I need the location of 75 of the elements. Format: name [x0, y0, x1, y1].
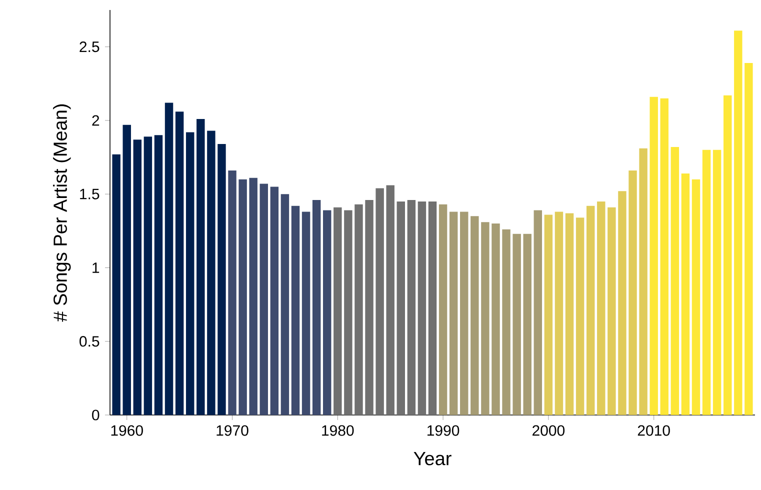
bar: [154, 135, 163, 415]
x-tick-label: 2010: [638, 425, 670, 436]
bar: [492, 224, 500, 415]
bar: [702, 150, 711, 415]
bar: [565, 213, 574, 415]
bar: [534, 210, 542, 415]
bar: [164, 102, 174, 415]
bar: [586, 206, 595, 415]
y-tick-label: 0.5: [80, 336, 100, 347]
bar: [218, 144, 226, 415]
bar: [639, 148, 648, 415]
x-tick-label: 1990: [428, 425, 460, 436]
bar: [407, 200, 416, 415]
bar: [249, 178, 258, 415]
bar: [724, 95, 732, 415]
bar: [650, 96, 658, 415]
bar: [334, 207, 342, 415]
bar: [470, 216, 479, 415]
bar: [460, 212, 468, 415]
y-axis-title: # Songs Per Artist (Mean): [53, 104, 71, 322]
bar: [712, 150, 722, 415]
bar: [523, 234, 532, 415]
y-tick-label: 1.5: [80, 188, 100, 200]
bar: [323, 210, 332, 415]
x-tick-label: 2000: [532, 425, 565, 436]
bar: [354, 204, 363, 415]
bar: [502, 229, 510, 415]
bar: [133, 140, 142, 415]
y-tick-label: 2.5: [80, 42, 100, 52]
bar: [438, 204, 448, 415]
bar: [260, 184, 268, 415]
bar: [396, 201, 405, 415]
bar: [280, 194, 290, 415]
bar: [365, 200, 374, 415]
x-tick-label: 1960: [111, 425, 143, 436]
bar: [608, 207, 616, 415]
bar: [512, 234, 521, 415]
bar: [386, 185, 394, 415]
x-axis-title: Year: [414, 452, 452, 466]
bar: [681, 173, 690, 415]
bar: [112, 154, 120, 415]
bar: [744, 63, 753, 415]
bar: [186, 132, 194, 415]
bar: [734, 30, 742, 415]
bar: [207, 130, 216, 415]
x-tick-label: 1980: [322, 425, 354, 436]
bar: [238, 179, 247, 415]
bar: [660, 98, 668, 415]
y-tick-label: 1: [92, 262, 100, 273]
bar: [418, 201, 426, 415]
y-tick-label: 2: [92, 115, 100, 126]
bar: [628, 170, 637, 415]
bar: [270, 186, 279, 415]
bar: [344, 210, 352, 415]
bar: [144, 136, 152, 415]
bar: [481, 222, 490, 415]
bar: [376, 188, 384, 415]
bar: [544, 214, 553, 415]
bar: [618, 191, 626, 415]
bar: [597, 201, 606, 415]
bar: [449, 212, 458, 415]
bar: [122, 124, 131, 415]
bar: [291, 206, 300, 415]
bar: [554, 212, 564, 415]
bar: [692, 179, 700, 415]
bar: [196, 118, 205, 415]
bar: [428, 201, 437, 415]
bar: [175, 112, 184, 415]
bar: [302, 212, 310, 415]
bar: [576, 218, 584, 415]
bar: [228, 170, 236, 415]
bar: [670, 146, 680, 415]
bar: [312, 200, 321, 415]
y-tick-label: 0: [92, 410, 100, 420]
x-tick-label: 1970: [216, 425, 248, 436]
